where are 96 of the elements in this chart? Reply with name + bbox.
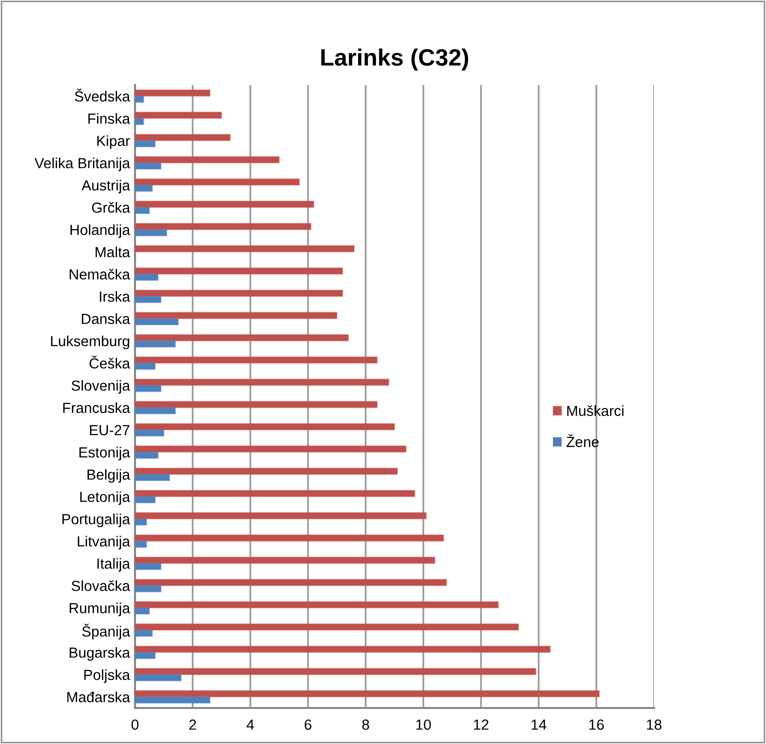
bar — [135, 668, 536, 676]
bar — [135, 296, 162, 304]
y-tick-label: Kipar — [97, 135, 130, 149]
bar — [135, 474, 170, 482]
bar — [135, 630, 153, 637]
bar — [135, 178, 300, 186]
bar — [135, 96, 144, 103]
x-tick-label: 18 — [647, 719, 662, 730]
bar — [135, 556, 436, 564]
bar — [135, 206, 150, 214]
bar — [135, 384, 162, 392]
x-tick-label: 10 — [416, 719, 431, 730]
legend-label: Muškarci — [567, 405, 624, 416]
y-tick-label: Malta — [96, 246, 130, 258]
y-tick-label: Mađarska — [67, 692, 130, 702]
bar — [135, 112, 222, 119]
bar — [135, 407, 176, 414]
bar — [135, 652, 156, 660]
bar — [135, 490, 416, 498]
bar — [135, 468, 398, 475]
y-tick-label: Portugalija — [62, 514, 130, 528]
bar — [135, 229, 168, 236]
y-tick-label: Bugarska — [70, 647, 130, 661]
bar — [135, 362, 156, 370]
y-tick-label: Slovačka — [72, 580, 130, 592]
bar — [135, 334, 349, 342]
bar — [135, 429, 164, 437]
bar — [135, 378, 390, 386]
x-tick-label: 16 — [589, 719, 604, 730]
y-tick-label: Holandija — [70, 224, 130, 238]
y-tick-label: Danska — [82, 313, 130, 324]
x-tick-label: 0 — [132, 719, 138, 730]
bar — [135, 540, 148, 548]
bar — [135, 356, 378, 364]
y-tick-label: Italija — [97, 558, 130, 572]
y-tick-label: Češka — [90, 356, 130, 369]
bar — [135, 445, 407, 453]
bar — [135, 290, 344, 297]
y-tick-label: Luksemburg — [51, 336, 130, 350]
bar — [135, 696, 211, 704]
bar — [135, 674, 182, 682]
bar — [135, 140, 156, 148]
bar — [135, 496, 156, 504]
y-tick-label: Velika Britanija — [34, 158, 130, 172]
bar — [135, 452, 159, 459]
x-tick-label: 12 — [474, 719, 488, 730]
y-tick-label: Španija — [82, 624, 130, 640]
x-tick-label: 6 — [304, 719, 312, 730]
bar — [135, 312, 338, 320]
bar — [135, 134, 231, 142]
bar — [135, 200, 314, 208]
bar — [135, 267, 344, 275]
y-tick-label: EU-27 — [90, 424, 130, 436]
y-tick-label: Letonija — [80, 491, 130, 505]
bar — [135, 400, 378, 408]
bar — [135, 601, 499, 608]
bar — [135, 562, 162, 570]
y-tick-label: Irska — [100, 291, 130, 302]
y-tick-label: Belgija — [88, 469, 130, 483]
bar — [135, 607, 150, 615]
x-tick-label: 4 — [246, 720, 254, 730]
y-tick-label: Francuska — [63, 402, 130, 414]
legend-label: Žene — [566, 434, 599, 448]
x-tick-label: 2 — [189, 719, 196, 730]
y-tick-label: Estonija — [79, 446, 130, 460]
bar — [135, 623, 520, 631]
bar — [135, 512, 427, 520]
y-tick-label: Finska — [88, 113, 130, 124]
x-tick-label: 8 — [362, 719, 370, 730]
bar — [135, 585, 162, 592]
bar — [135, 222, 312, 230]
y-tick-label: Grčka — [92, 202, 130, 213]
bar — [135, 340, 176, 348]
bar — [135, 534, 444, 542]
bar — [135, 318, 179, 326]
bar — [135, 274, 159, 281]
x-tick-label: 14 — [532, 720, 546, 730]
chart-title: Larinks (C32) — [321, 48, 468, 70]
y-tick-label: Litvanija — [78, 536, 130, 550]
y-tick-label: Austrija — [82, 180, 130, 194]
y-tick-label: Nemačka — [70, 268, 130, 280]
bar — [135, 578, 447, 586]
bar — [135, 690, 600, 698]
bar — [135, 423, 396, 430]
y-tick-label: Rumunija — [70, 602, 130, 616]
bar — [135, 245, 355, 252]
bar — [135, 646, 551, 653]
bar — [135, 89, 211, 97]
y-tick-label: Švedska — [74, 88, 130, 102]
bar — [135, 118, 144, 126]
bar — [135, 184, 153, 192]
y-tick-label: Poljska — [84, 669, 130, 683]
y-tick-label: Slovenija — [72, 380, 130, 394]
bar — [135, 518, 148, 526]
bar — [135, 162, 162, 170]
bar — [135, 156, 280, 164]
